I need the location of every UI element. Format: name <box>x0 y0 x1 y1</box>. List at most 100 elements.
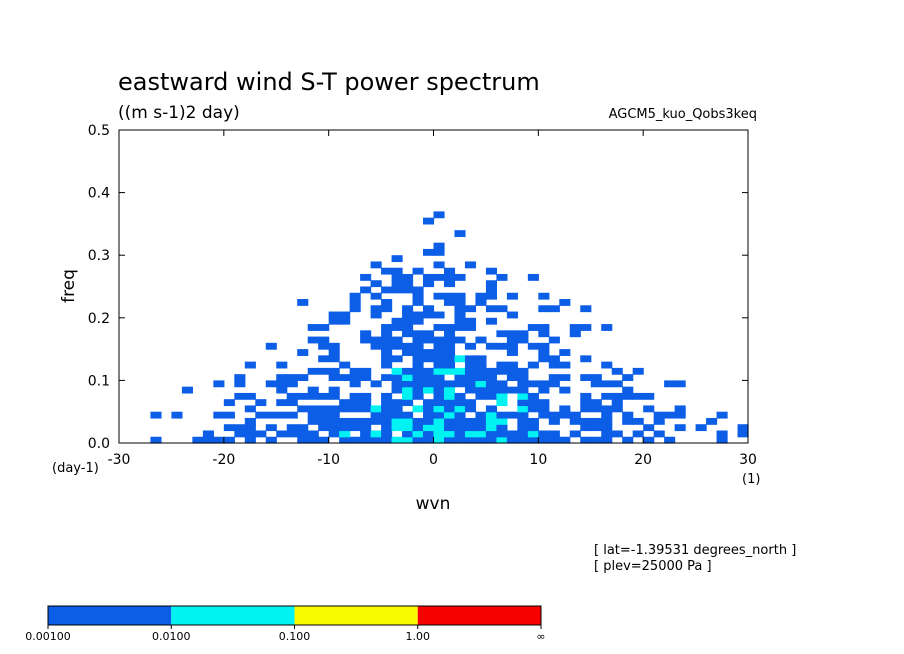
contour-cell <box>580 424 592 432</box>
contour-cell <box>653 417 665 425</box>
contour-cell <box>538 349 550 356</box>
contour-cell <box>517 392 529 400</box>
contour-cell <box>318 392 330 400</box>
contour-cell <box>360 430 372 438</box>
contour-cell <box>464 374 477 381</box>
contour-cell <box>506 336 518 344</box>
contour-cell <box>402 374 414 381</box>
contour-cell <box>286 392 298 400</box>
contour-cell <box>611 399 623 407</box>
contour-cell <box>454 405 466 413</box>
contour-cell <box>433 336 445 344</box>
colorbar-label: 1.00 <box>406 630 431 643</box>
contour-cell <box>496 411 508 419</box>
contour-cell <box>496 392 508 400</box>
contour-cell <box>381 330 393 338</box>
contour-cell <box>601 411 613 419</box>
contour-cell <box>202 430 214 438</box>
contour-cell <box>517 374 529 381</box>
contour-cell <box>443 405 456 413</box>
contour-cell <box>286 411 298 419</box>
x-axis: -30 -20 -10 0 10 20 30 <box>108 130 757 468</box>
contour-cell <box>328 367 340 375</box>
contour-cell <box>412 430 424 438</box>
contour-cell <box>664 436 676 444</box>
contour-cell <box>423 417 435 425</box>
contour-cell <box>297 349 309 356</box>
contour-cell <box>580 399 592 407</box>
contour-cell <box>307 392 319 400</box>
contour-cell <box>475 386 487 394</box>
contour-cell <box>496 330 508 338</box>
contour-cell <box>223 411 235 419</box>
contour-cell <box>454 311 466 319</box>
contour-cell <box>234 380 246 388</box>
info-plev: [ plev=25000 Pa ] <box>594 559 712 574</box>
contour-cell <box>538 324 550 331</box>
contour-cell <box>674 405 686 413</box>
x-tick-label: -30 <box>108 452 131 468</box>
contour-cell <box>276 374 288 381</box>
contour-cell <box>402 392 414 400</box>
contour-cell <box>475 430 487 438</box>
colorbar-segment <box>417 606 541 625</box>
contour-cell <box>559 361 571 369</box>
contour-cell <box>454 417 466 425</box>
contour-cell <box>622 374 634 381</box>
contour-cell <box>360 374 372 381</box>
contour-cell <box>464 430 477 438</box>
contour-cell <box>475 392 487 400</box>
contour-cell <box>454 305 466 313</box>
contour-cell <box>360 367 372 375</box>
contour-cell <box>381 361 393 369</box>
contour-cell <box>234 374 246 381</box>
contour-cell <box>370 417 382 425</box>
contour-cell <box>643 392 655 400</box>
contour-cell <box>443 399 456 407</box>
contour-cell <box>443 386 456 394</box>
contour-cell <box>349 424 361 432</box>
contour-cell <box>443 436 456 444</box>
contour-cell <box>402 399 414 407</box>
contour-cell <box>716 430 728 438</box>
contour-cell <box>391 436 403 444</box>
contour-cell <box>433 424 445 432</box>
contour-cell <box>423 374 435 381</box>
contour-cell <box>412 286 424 294</box>
contour-cell <box>475 367 487 375</box>
contour-cell <box>611 392 623 400</box>
contour-cell <box>381 267 393 275</box>
contour-cell <box>402 349 414 356</box>
contour-cell <box>318 336 330 344</box>
contour-cell <box>349 417 361 425</box>
contour-cell <box>485 430 497 438</box>
contour-cell <box>443 336 456 344</box>
contour-cell <box>349 299 361 306</box>
contour-cell <box>412 267 424 275</box>
contour-cell <box>307 367 319 375</box>
contour-cell <box>297 299 309 306</box>
contour-cell <box>402 330 414 338</box>
contour-cell <box>286 424 298 432</box>
contour-cell <box>391 405 403 413</box>
contour-cell <box>527 392 539 400</box>
contour-cell <box>538 380 550 388</box>
contour-cell <box>643 436 655 444</box>
contour-cell <box>433 211 445 219</box>
contour-cell <box>622 411 634 419</box>
contour-cell <box>527 361 539 369</box>
contour-cell <box>402 317 414 325</box>
contour-cell <box>223 436 235 444</box>
contour-cell <box>527 342 539 350</box>
x-tick-label: 20 <box>634 452 652 468</box>
contour-cell <box>360 424 372 432</box>
contour-cell <box>464 324 477 331</box>
y-axis: 0.0 0.1 0.2 0.3 0.4 0.5 <box>88 123 748 452</box>
contour-cell <box>538 411 550 419</box>
contour-cell <box>370 380 382 388</box>
contour-cell <box>328 424 340 432</box>
contour-cell <box>349 405 361 413</box>
contour-cell <box>360 436 372 444</box>
contour-cell <box>265 436 277 444</box>
contour-cell <box>307 336 319 344</box>
